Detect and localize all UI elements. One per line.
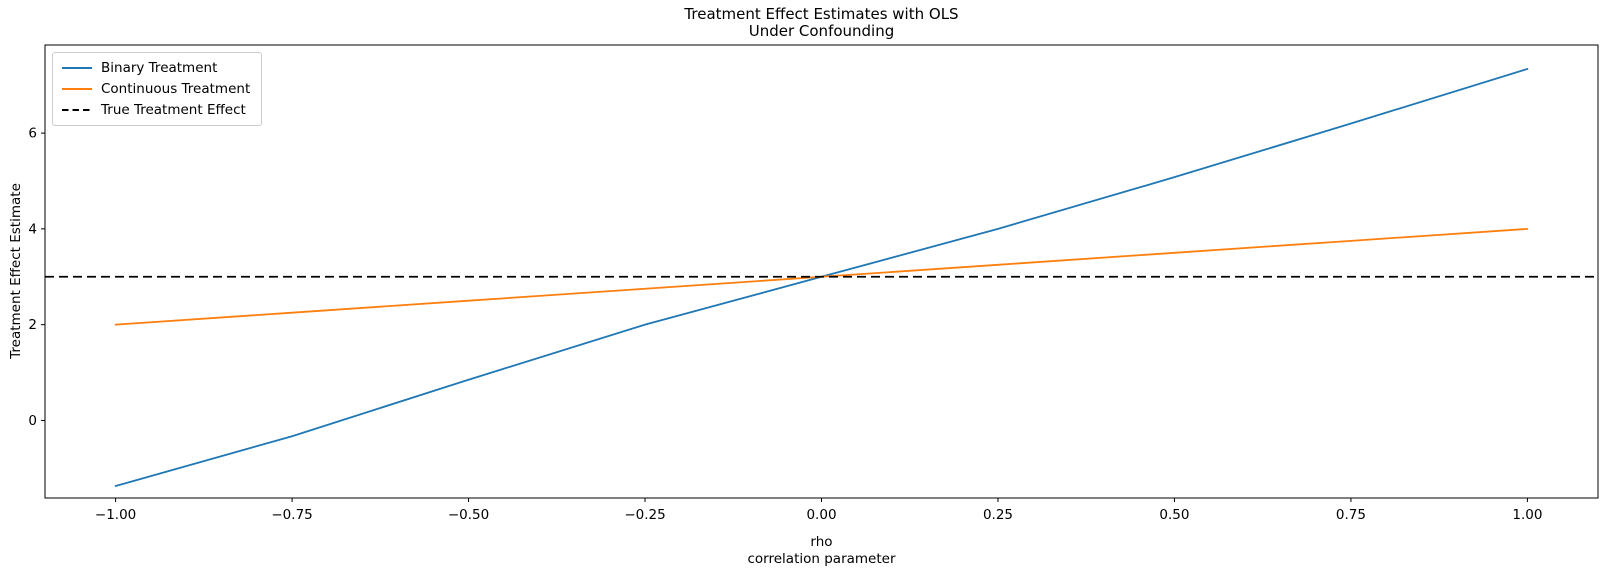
legend-line-sample-true-treatment-effect bbox=[62, 109, 92, 111]
x-tick-label: 0.50 bbox=[1159, 507, 1189, 523]
chart-title-line2: Under Confounding bbox=[748, 22, 895, 40]
y-tick-label: 4 bbox=[28, 221, 37, 237]
legend-line-sample-continuous-treatment bbox=[62, 88, 92, 90]
x-tick-label: 0.25 bbox=[983, 507, 1013, 523]
legend-item-binary-treatment: Binary Treatment bbox=[62, 60, 250, 76]
x-tick-label: 0.00 bbox=[806, 507, 836, 523]
x-tick-label: −0.75 bbox=[271, 507, 312, 523]
legend-item-continuous-treatment: Continuous Treatment bbox=[62, 81, 250, 97]
x-axis-label-line1: rho bbox=[810, 534, 833, 550]
x-tick-label: −1.00 bbox=[95, 507, 136, 523]
x-tick-label: −0.25 bbox=[624, 507, 665, 523]
y-tick-label: 2 bbox=[28, 317, 37, 333]
legend-label-continuous-treatment: Continuous Treatment bbox=[101, 81, 251, 97]
plot-border bbox=[44, 44, 1599, 499]
legend: Binary Treatment Continuous Treatment True… bbox=[52, 52, 263, 126]
y-tick-label: 0 bbox=[28, 413, 37, 429]
y-tick-label: 6 bbox=[28, 126, 37, 142]
x-tick-label: 0.75 bbox=[1336, 507, 1366, 523]
legend-label-true-treatment-effect: True Treatment Effect bbox=[101, 102, 246, 118]
chart-title: Treatment Effect Estimates with OLS Unde… bbox=[45, 6, 1598, 40]
legend-item-true-treatment-effect: True Treatment Effect bbox=[62, 102, 250, 118]
x-tick-label: 1.00 bbox=[1512, 507, 1542, 523]
x-axis-label-line2: correlation parameter bbox=[747, 550, 896, 567]
x-axis-label: rho correlation parameter bbox=[45, 534, 1598, 567]
legend-line-sample-binary-treatment bbox=[62, 67, 92, 69]
x-tick-label: −0.50 bbox=[448, 507, 489, 523]
legend-label-binary-treatment: Binary Treatment bbox=[101, 60, 218, 76]
y-axis-label: Treatment Effect Estimate bbox=[8, 183, 24, 359]
chart-title-line1: Treatment Effect Estimates with OLS bbox=[684, 5, 959, 23]
